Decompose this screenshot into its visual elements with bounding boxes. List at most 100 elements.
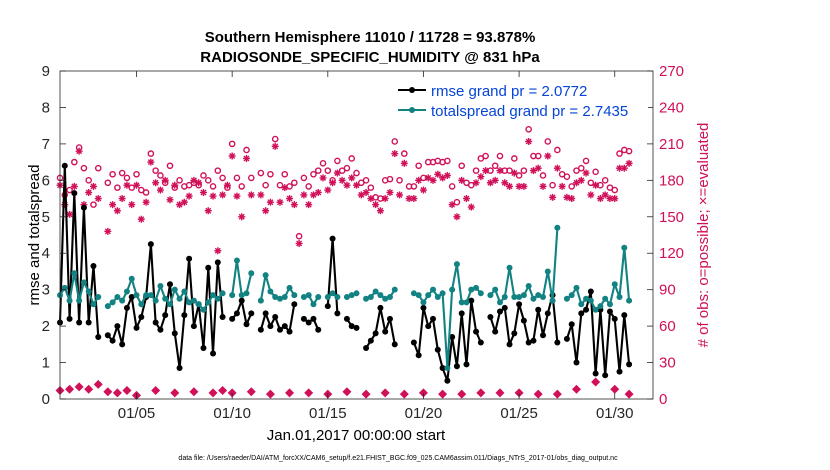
plot-area — [60, 71, 653, 399]
totalspread-point — [133, 292, 140, 299]
obs_possible-marker — [539, 172, 547, 179]
rmse-point — [415, 352, 422, 359]
totalspread-point — [578, 301, 585, 308]
rmse-point — [477, 339, 484, 346]
obs_evaluated-marker — [94, 195, 102, 203]
totalspread-point — [114, 293, 121, 300]
obs_evaluated-marker — [223, 181, 231, 189]
obs_possible-marker — [262, 181, 269, 189]
totalspread-point — [563, 295, 570, 302]
y-axis-right-label: # of obs: o=possible; ×=evaluated — [695, 123, 712, 348]
obs_bottom-marker — [361, 389, 371, 399]
rmse-point — [382, 328, 389, 335]
rmse-point — [315, 326, 322, 333]
obs_bottom-marker — [189, 387, 199, 397]
obs_evaluated-marker — [419, 186, 427, 194]
totalspread-point — [463, 299, 470, 306]
totalspread-point — [267, 288, 274, 295]
x-tick-label: 01/20 — [405, 405, 443, 422]
y-right-tick-label: 90 — [659, 282, 676, 299]
obs_possible-marker — [147, 150, 155, 157]
totalspread-point — [119, 297, 126, 304]
totalspread-point — [80, 279, 87, 286]
obs_evaluated-marker — [123, 181, 131, 189]
obs_bottom-marker — [514, 388, 524, 398]
obs_evaluated-marker — [611, 195, 619, 203]
obs_possible-marker — [300, 174, 308, 182]
totalspread-point — [315, 293, 322, 300]
totalspread-point — [382, 295, 389, 302]
obs_evaluated-marker — [89, 182, 97, 190]
totalspread-point — [535, 292, 542, 299]
totalspread-point — [305, 292, 312, 299]
totalspread-point — [611, 281, 618, 288]
totalspread-point — [444, 365, 451, 372]
rmse-point — [367, 337, 374, 344]
legend-rmse-marker — [409, 87, 415, 93]
rmse-point — [109, 337, 116, 344]
totalspread-point — [310, 301, 317, 308]
rmse-point — [363, 344, 370, 351]
obs_possible-marker — [482, 152, 489, 160]
obs_possible-marker — [444, 157, 451, 165]
obs_possible-marker — [219, 174, 226, 182]
totalspread-point — [554, 224, 561, 231]
rmse-point — [324, 303, 331, 310]
obs_evaluated-marker — [482, 167, 490, 175]
rmse-point — [420, 304, 427, 311]
obs_possible-marker — [281, 170, 289, 178]
obs_bottom-marker — [438, 389, 448, 399]
obs_possible-marker — [334, 157, 341, 165]
obs_evaluated-marker — [405, 195, 413, 203]
obs_evaluated-marker — [156, 186, 164, 194]
obs_evaluated-marker — [195, 179, 203, 187]
obs_evaluated-marker — [572, 179, 580, 187]
obs_evaluated-marker — [396, 191, 404, 199]
obs_evaluated-marker — [439, 174, 447, 182]
totalspread-point — [238, 292, 245, 299]
totalspread-point — [449, 286, 456, 293]
totalspread-point — [219, 290, 226, 297]
rmse-point — [621, 312, 628, 319]
obs_evaluated-marker — [429, 176, 437, 184]
obs_evaluated-marker — [577, 176, 585, 184]
totalspread-point — [66, 297, 73, 304]
totalspread-point — [95, 293, 102, 300]
totalspread-point — [348, 292, 355, 299]
y-left-tick-label: 4 — [42, 245, 50, 262]
footer-data-file: data file: /Users/raeder/DAI/ATM_forcXX/… — [178, 455, 618, 462]
obs_evaluated-marker — [209, 192, 217, 200]
totalspread-point — [587, 297, 594, 304]
totalspread-point — [516, 293, 523, 300]
obs_possible-marker — [118, 169, 126, 177]
totalspread-point — [363, 295, 370, 302]
totalspread-point — [597, 303, 604, 310]
rmse-point — [152, 319, 159, 326]
obs_possible-marker — [295, 232, 303, 240]
obs_possible-marker — [310, 170, 317, 178]
obs_evaluated-marker — [75, 147, 83, 155]
legend-spread-label: totalspread grand pr = 2.7435 — [431, 103, 628, 120]
obs_evaluated-marker — [625, 159, 633, 167]
totalspread-point — [138, 301, 145, 308]
obs_evaluated-marker — [61, 201, 69, 209]
rmse-point — [123, 304, 130, 311]
totalspread-point — [525, 283, 532, 290]
obs_evaluated-marker — [539, 182, 547, 190]
obs_possible-marker — [133, 170, 140, 178]
obs_evaluated-marker — [544, 152, 552, 160]
totalspread-point — [415, 292, 422, 299]
obs_bottom-marker — [610, 384, 620, 394]
obs_evaluated-marker — [477, 173, 485, 181]
totalspread-point — [501, 293, 508, 300]
totalspread-point — [458, 299, 465, 306]
obs_evaluated-marker — [506, 182, 514, 190]
obs_possible-marker — [396, 177, 403, 184]
obs_bottom-marker — [495, 388, 505, 398]
obs_evaluated-marker — [300, 191, 308, 199]
rmse-point — [430, 315, 437, 322]
totalspread-point — [257, 297, 264, 304]
rmse-point — [90, 262, 97, 269]
rmse-point — [272, 314, 279, 320]
